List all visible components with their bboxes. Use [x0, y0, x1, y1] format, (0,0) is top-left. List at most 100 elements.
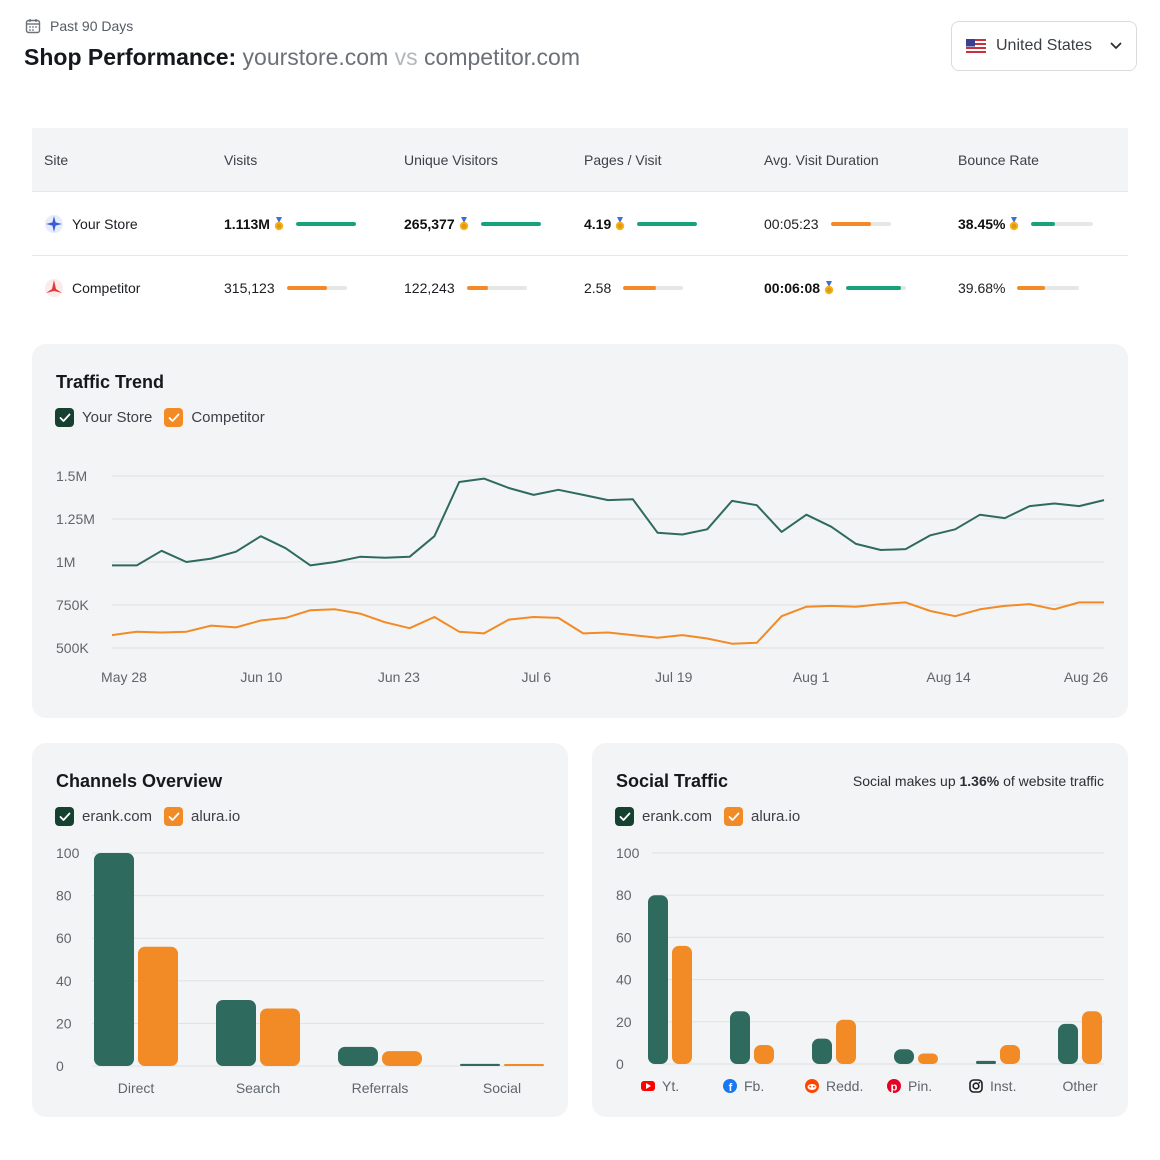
period-filter[interactable]: Past 90 Days [25, 18, 133, 34]
legend-erank[interactable]: erank.com [615, 807, 712, 826]
x-tick-label: Pin. [908, 1078, 932, 1094]
bar-redd-alura [836, 1019, 856, 1064]
y-tick-label: 100 [616, 845, 640, 861]
bar-inst-erank [976, 1060, 996, 1064]
metric-value: 00:05:23 [764, 215, 819, 232]
page-title: Shop Performance: yourstore.com vs compe… [24, 44, 580, 71]
x-tick-label: Fb. [744, 1078, 764, 1094]
x-tick-label: Inst. [990, 1078, 1016, 1094]
metric-bar [466, 286, 527, 290]
metric-bar [830, 221, 891, 226]
social-legend: erank.com alura.io [615, 807, 800, 826]
svg-text:p: p [891, 1082, 898, 1094]
metric-bar-fill [623, 286, 656, 290]
y-tick-label: 20 [616, 1014, 632, 1030]
country-select[interactable]: United States [951, 21, 1137, 71]
metric-bar [286, 286, 347, 290]
youtube-icon [641, 1081, 655, 1091]
legend-your-store[interactable]: Your Store [55, 408, 152, 427]
metric-bar [1031, 221, 1094, 226]
x-tick-label: May 28 [101, 669, 147, 685]
channels-overview-title: Channels Overview [56, 771, 223, 791]
site-name: Competitor [72, 280, 141, 296]
site-name: Your Store [72, 215, 138, 232]
x-tick-label: Referrals [352, 1080, 409, 1096]
social-traffic-card: Social Traffic Social makes up 1.36% of … [592, 743, 1128, 1117]
table-header: Site Visits Unique Visitors Pages / Visi… [32, 128, 1128, 192]
social-share-note: Social makes up 1.36% of website traffic [853, 773, 1104, 789]
checkbox-icon [615, 807, 634, 826]
metric-bar [1017, 286, 1080, 290]
bar-fb-alura [754, 1045, 774, 1064]
medal-icon [1010, 216, 1019, 230]
social-chart: 100 80 60 40 20 0 Yt. f Fb. Redd. p Pin. Inst. Other [616, 845, 1104, 1094]
metric-bar-fill [286, 286, 328, 290]
metric-bar-fill [466, 286, 489, 290]
social-traffic-title: Social Traffic [616, 771, 729, 791]
legend-label: erank.com [642, 808, 713, 825]
x-tick-label: Aug 1 [793, 669, 830, 685]
bar-referrals-alura [382, 1051, 422, 1066]
bar-inst-alura [1000, 1045, 1020, 1064]
legend-competitor[interactable]: Competitor [164, 408, 265, 427]
metric-value: 4.19 [584, 215, 612, 232]
metric-bar-fill [846, 286, 902, 290]
y-tick-label: 20 [56, 1015, 72, 1031]
reddit-icon [805, 1079, 819, 1093]
metric-bar-fill [830, 221, 872, 226]
y-tick-label: 750K [56, 597, 89, 613]
y-tick-label: 0 [616, 1056, 624, 1072]
svg-text:f: f [729, 1082, 733, 1094]
medal-icon [274, 216, 284, 230]
site-b: competitor.com [424, 44, 580, 70]
header-visits: Visits [224, 151, 258, 168]
metric-value: 00:06:08 [764, 280, 821, 296]
bar-search-erank [216, 999, 256, 1066]
star-icon [45, 279, 63, 297]
traffic-trend-card: Traffic Trend Your Store Competitor 1.5M… [32, 344, 1128, 718]
us-flag-icon [966, 39, 986, 53]
country-label: United States [996, 37, 1093, 54]
metric-value: 1.113M [224, 215, 270, 232]
medal-icon [824, 281, 834, 295]
metric-cell: 00:05:23 [752, 216, 946, 232]
bar-other-alura [1082, 1011, 1102, 1064]
metric-bar-fill [295, 221, 356, 226]
vs-label: vs [394, 44, 418, 70]
y-tick-label: 80 [616, 887, 632, 903]
chevron-down-icon [1110, 42, 1122, 49]
bar-pin-alura [918, 1053, 938, 1064]
title-prefix: Shop Performance: [24, 44, 237, 70]
metric-cell: 4.19 [572, 216, 752, 232]
note-value: 1.36% [959, 773, 1000, 789]
metric-value: 39.68% [958, 280, 1006, 296]
legend-erank[interactable]: erank.com [55, 807, 152, 826]
x-tick-label: Other [1062, 1078, 1097, 1094]
medal-icon [616, 216, 625, 230]
metric-cell: 315,123 [212, 280, 392, 296]
metric-bar [623, 286, 684, 290]
x-tick-label: Aug 14 [926, 669, 971, 685]
checkbox-icon [55, 807, 74, 826]
header-visit-duration: Avg. Visit Duration [764, 151, 879, 168]
metric-cell: 38.45% [946, 216, 1128, 232]
x-tick-label: Aug 26 [1064, 669, 1109, 685]
header-site: Site [44, 151, 69, 168]
metric-bar-fill [637, 221, 698, 226]
y-tick-label: 60 [616, 929, 632, 945]
traffic-trend-title: Traffic Trend [56, 372, 165, 392]
traffic-trend-legend: Your Store Competitor [55, 408, 265, 427]
y-tick-label: 1M [56, 554, 75, 570]
checkbox-icon [55, 408, 74, 427]
metric-bar-fill [1017, 286, 1046, 290]
instagram-icon [969, 1079, 983, 1093]
checkbox-icon [724, 807, 744, 826]
period-label: Past 90 Days [50, 18, 134, 34]
site-cell: Your Store [32, 214, 212, 234]
bar-direct-alura [138, 946, 178, 1066]
legend-alura[interactable]: alura.io [724, 807, 800, 826]
y-tick-label: 0 [56, 1058, 64, 1074]
channels-chart: 100 80 60 40 20 0 Direct Search Referrals Social [56, 845, 544, 1096]
legend-alura[interactable]: alura.io [164, 807, 240, 826]
header-unique-visitors: Unique Visitors [404, 151, 498, 168]
